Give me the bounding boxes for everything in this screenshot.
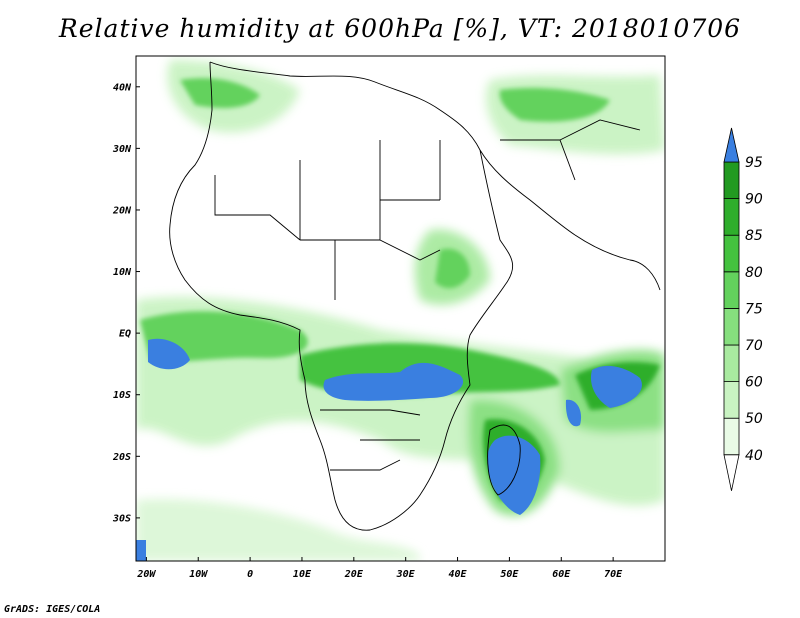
humidity-field bbox=[136, 56, 665, 561]
lat-tick-label: 30S bbox=[112, 513, 131, 524]
lat-tick-label: 30N bbox=[112, 144, 132, 155]
colorbar-box bbox=[723, 344, 740, 382]
lat-tick-label: 10N bbox=[113, 267, 132, 278]
colorbar-label: 70 bbox=[745, 338, 763, 354]
coastline bbox=[169, 61, 661, 531]
colorbar-label: 50 bbox=[745, 411, 763, 427]
colorbar-arrow-low bbox=[723, 454, 740, 491]
colorbar-box bbox=[723, 381, 740, 419]
lon-tick-label: 60E bbox=[552, 569, 571, 580]
map-title: Relative humidity at 600hPa [%], VT: 201… bbox=[58, 14, 742, 43]
colorbar-label: 95 bbox=[745, 155, 763, 171]
lon-tick-label: 0 bbox=[247, 569, 253, 580]
colorbar-box bbox=[723, 271, 740, 309]
lon-tick-label: 20E bbox=[344, 569, 364, 580]
lon-tick-label: 10W bbox=[189, 569, 208, 580]
colorbar-box bbox=[723, 417, 740, 456]
map-frame bbox=[135, 55, 666, 562]
lat-tick-label: 20N bbox=[112, 205, 132, 216]
lon-tick-label: 20W bbox=[136, 569, 156, 580]
lon-tick-label: 30E bbox=[396, 569, 416, 580]
colorbar-label: 85 bbox=[745, 228, 763, 244]
lat-tick-label: 40N bbox=[113, 82, 132, 93]
colorbar: 40 50 60 70 75 80 85 90 95 bbox=[723, 127, 763, 491]
lon-tick-label: 40E bbox=[449, 569, 468, 580]
lat-tick-label: 10S bbox=[113, 390, 131, 401]
colorbar-box bbox=[723, 161, 740, 199]
colorbar-label: 80 bbox=[745, 265, 763, 281]
colorbar-label: 90 bbox=[745, 192, 763, 208]
colorbar-box bbox=[723, 307, 740, 346]
lat-tick-label: EQ bbox=[119, 329, 131, 340]
colorbar-box bbox=[723, 234, 740, 273]
colorbar-arrow-high bbox=[723, 127, 740, 163]
lon-tick-label: 50E bbox=[500, 569, 519, 580]
lon-tick-label: 70E bbox=[604, 569, 623, 580]
latitude-axis: 40N 30N 20N 10N EQ 10S 20S 30S bbox=[112, 82, 140, 524]
colorbar-box bbox=[723, 198, 740, 236]
colorbar-label: 60 bbox=[745, 375, 763, 391]
colorbar-label: 75 bbox=[745, 301, 763, 317]
lon-tick-label: 10E bbox=[293, 569, 312, 580]
lat-tick-label: 20S bbox=[112, 452, 131, 463]
longitude-axis: 20W 10W 0 10E 20E 30E 40E 50E 60E 70E bbox=[136, 557, 623, 580]
credit-label: GrADS: IGES/COLA bbox=[4, 604, 101, 615]
colorbar-label: 40 bbox=[745, 448, 763, 464]
